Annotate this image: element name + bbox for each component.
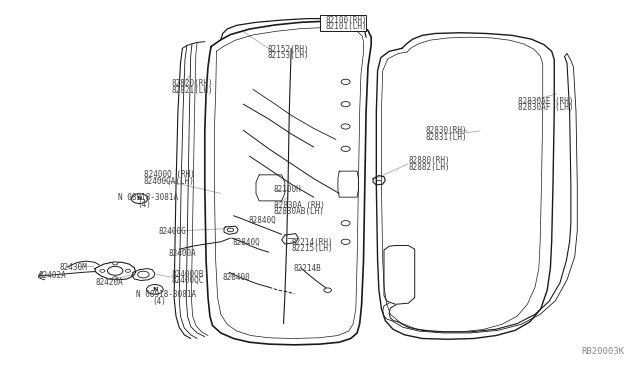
Text: 82830AB(LH): 82830AB(LH)	[274, 207, 324, 216]
Circle shape	[341, 221, 350, 226]
Text: 82400G: 82400G	[159, 227, 186, 236]
Circle shape	[100, 269, 105, 272]
Text: 82830AE (RH): 82830AE (RH)	[518, 97, 574, 106]
Text: 82214(RH): 82214(RH)	[291, 238, 333, 247]
Text: 82830A (RH): 82830A (RH)	[274, 201, 324, 210]
Text: 82830(RH): 82830(RH)	[426, 126, 467, 135]
Text: N 08918-3081A: N 08918-3081A	[118, 193, 179, 202]
Text: RB20003K: RB20003K	[581, 347, 624, 356]
Text: 82400QB: 82400QB	[172, 270, 204, 279]
Text: (4): (4)	[152, 297, 166, 306]
Text: 82100H: 82100H	[274, 185, 301, 194]
Circle shape	[125, 269, 131, 272]
Circle shape	[341, 79, 350, 84]
Text: 82152(RH): 82152(RH)	[268, 45, 309, 54]
Circle shape	[324, 288, 332, 292]
Circle shape	[108, 266, 123, 275]
Text: 82830AF (LH): 82830AF (LH)	[518, 103, 574, 112]
Circle shape	[113, 262, 118, 265]
Circle shape	[138, 271, 149, 278]
Text: 82820(RH): 82820(RH)	[172, 79, 213, 88]
Circle shape	[341, 124, 350, 129]
Text: 82430M: 82430M	[60, 263, 87, 272]
FancyBboxPatch shape	[320, 15, 366, 31]
Text: 82880(RH): 82880(RH)	[408, 156, 450, 165]
Circle shape	[341, 239, 350, 244]
Text: 82153(LH): 82153(LH)	[268, 51, 309, 60]
Text: N 08918-3081A: N 08918-3081A	[136, 290, 196, 299]
Text: N: N	[137, 196, 142, 201]
Text: 82831(LH): 82831(LH)	[426, 133, 467, 142]
Text: 82400QC: 82400QC	[172, 276, 204, 285]
Text: 82840Q: 82840Q	[248, 216, 276, 225]
Text: 82400QA(LH): 82400QA(LH)	[144, 177, 195, 186]
Text: 82214B: 82214B	[293, 264, 321, 273]
Text: 82420A: 82420A	[96, 278, 124, 287]
Text: 82101(LH): 82101(LH)	[325, 22, 367, 31]
Text: 82215(LH): 82215(LH)	[291, 244, 333, 253]
Text: 82400Q (RH): 82400Q (RH)	[144, 170, 195, 179]
Text: 82821(LH): 82821(LH)	[172, 86, 213, 94]
Text: 82402A: 82402A	[38, 271, 66, 280]
Text: 82882(LH): 82882(LH)	[408, 163, 450, 171]
Text: 82400A: 82400A	[168, 249, 196, 258]
Text: (4): (4)	[138, 200, 152, 209]
Circle shape	[147, 285, 163, 294]
Circle shape	[227, 228, 234, 232]
Text: 828400: 828400	[223, 273, 250, 282]
Circle shape	[113, 277, 118, 280]
Circle shape	[341, 102, 350, 107]
Text: 82100(RH): 82100(RH)	[325, 16, 367, 25]
Circle shape	[341, 146, 350, 151]
Text: 82840Q: 82840Q	[232, 238, 260, 247]
Text: N: N	[152, 287, 157, 292]
Circle shape	[131, 194, 148, 203]
